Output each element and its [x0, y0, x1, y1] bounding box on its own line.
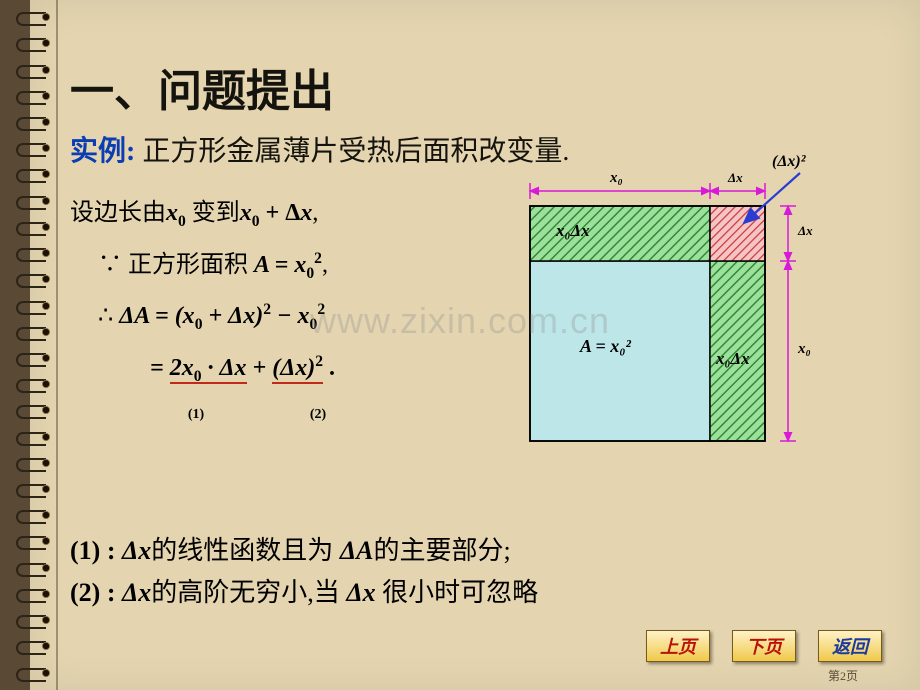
slide-page: 一、问题提出 实例: 正方形金属薄片受热后面积改变量. 设边长由x0 变到x0 …	[0, 0, 920, 690]
nav-buttons: 上页 下页 返回	[646, 630, 882, 662]
text-segment: 的主要部分;	[373, 536, 510, 565]
text-segment: 很小时可忽略	[382, 578, 538, 607]
text-segment: 设边长由	[70, 200, 166, 226]
term-label-1: (1)	[150, 402, 242, 429]
margin-line	[56, 0, 58, 690]
label-2: (2) :	[70, 578, 115, 607]
text-segment: 的高阶无穷小,当	[151, 578, 340, 607]
fig-right-x0: x₀	[798, 341, 811, 358]
math-area: 设边长由x0 变到x0 + Δx, ∵ 正方形面积 A = x02, ∴ ΔA …	[70, 191, 900, 471]
example-label: 实例	[70, 136, 126, 167]
text-segment: ∴	[98, 303, 113, 329]
math-derivation: 设边长由x0 变到x0 + Δx, ∵ 正方形面积 A = x02, ∴ ΔA …	[70, 191, 500, 441]
figure-svg	[500, 161, 830, 471]
fig-top-x0: x₀	[610, 170, 623, 187]
fig-right-dx: Δx	[798, 223, 813, 239]
text-segment: 的线性函数且为	[151, 536, 333, 565]
term-label-2: (2)	[282, 402, 354, 429]
text-segment: 变到	[192, 200, 240, 226]
fig-center-a: A = x₀²	[580, 336, 631, 357]
fig-strip-right: x₀Δx	[716, 349, 750, 369]
content-area: 一、问题提出 实例: 正方形金属薄片受热后面积改变量. 设边长由x0 变到x0 …	[70, 55, 900, 471]
conclusion-1: (1) : Δx的线性函数且为 ΔA的主要部分;	[70, 530, 850, 567]
page-number: 第2页	[828, 667, 858, 684]
fig-strip-top: x₀Δx	[556, 221, 590, 241]
text-segment: ∵ 正方形面积	[98, 252, 248, 278]
section-heading: 一、问题提出	[70, 55, 900, 119]
conclusion-2: (2) : Δx的高阶无穷小,当 Δx 很小时可忽略	[70, 572, 850, 609]
label-1: (1) :	[70, 536, 115, 565]
square-figure: x₀ Δx (Δx)² Δx x₀ x₀Δx x₀Δx A = x₀²	[500, 161, 830, 471]
fig-corner-dx2: (Δx)²	[772, 153, 805, 171]
back-button[interactable]: 返回	[818, 630, 882, 662]
fig-top-dx: Δx	[728, 170, 743, 186]
prev-button[interactable]: 上页	[646, 630, 710, 662]
next-button[interactable]: 下页	[732, 630, 796, 662]
spiral-binding	[16, 0, 56, 690]
